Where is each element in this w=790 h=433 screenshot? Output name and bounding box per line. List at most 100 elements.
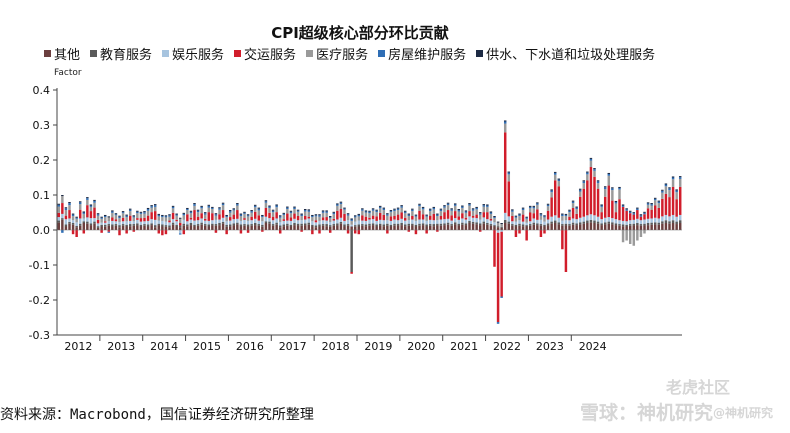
bar-segment bbox=[650, 204, 653, 206]
bar-segment bbox=[564, 213, 568, 215]
bar-segment bbox=[439, 223, 443, 226]
bar-segment bbox=[136, 219, 139, 224]
bar-segment bbox=[61, 195, 64, 197]
bar-segment bbox=[339, 223, 343, 230]
bar-segment bbox=[407, 213, 411, 215]
bar-segment bbox=[157, 216, 161, 221]
bar-segment bbox=[200, 205, 203, 207]
bar-segment bbox=[525, 230, 528, 241]
bar-segment bbox=[632, 213, 636, 215]
bar-segment bbox=[103, 226, 107, 230]
bar-segment bbox=[164, 217, 168, 222]
bar-segment bbox=[589, 222, 593, 230]
bar-segment bbox=[532, 224, 536, 230]
bar-segment bbox=[621, 206, 625, 221]
bar-segment bbox=[668, 187, 671, 189]
bar-segment bbox=[86, 205, 89, 218]
bar-segment bbox=[589, 157, 593, 159]
bar-segment bbox=[214, 213, 218, 215]
bar-segment bbox=[75, 225, 78, 228]
bar-segment bbox=[564, 214, 568, 216]
bar-segment bbox=[482, 204, 486, 206]
bar-segment bbox=[425, 226, 428, 230]
bar-segment bbox=[664, 214, 668, 221]
bar-segment bbox=[132, 215, 136, 217]
bar-segment bbox=[403, 210, 407, 212]
bar-segment bbox=[271, 216, 275, 221]
bar-segment bbox=[57, 203, 61, 205]
bar-segment bbox=[196, 225, 200, 230]
bar-segment bbox=[464, 217, 468, 220]
bar-segment bbox=[489, 218, 493, 221]
bar-segment bbox=[121, 217, 125, 222]
bar-segment bbox=[132, 217, 136, 222]
bar-segment bbox=[218, 207, 221, 209]
bar-segment bbox=[575, 206, 578, 208]
bar-segment bbox=[96, 213, 100, 215]
bar-segment bbox=[486, 224, 489, 230]
bar-segment bbox=[553, 215, 557, 221]
bar-segment bbox=[107, 224, 111, 226]
bar-segment bbox=[328, 217, 332, 219]
bar-segment bbox=[614, 223, 618, 226]
bar-segment bbox=[557, 179, 561, 181]
bar-segment bbox=[203, 212, 207, 214]
bar-segment bbox=[418, 210, 421, 220]
bar-segment bbox=[586, 171, 589, 173]
bar-segment bbox=[243, 212, 246, 214]
bar-segment bbox=[207, 212, 211, 221]
bar-segment bbox=[136, 213, 139, 219]
bar-segment bbox=[539, 213, 543, 215]
bar-segment bbox=[93, 202, 96, 208]
bar-segment bbox=[368, 211, 371, 214]
bar-segment bbox=[518, 216, 521, 221]
bar-segment bbox=[664, 220, 668, 223]
bar-segment bbox=[507, 223, 511, 230]
bar-segment bbox=[625, 209, 628, 211]
bar-segment bbox=[536, 204, 539, 210]
bar-segment bbox=[553, 172, 557, 175]
bar-segment bbox=[400, 218, 403, 223]
bar-segment bbox=[193, 226, 196, 230]
bar-segment bbox=[186, 224, 189, 227]
bar-segment bbox=[164, 215, 168, 217]
bar-segment bbox=[325, 220, 328, 225]
bar-segment bbox=[64, 208, 68, 211]
bar-segment bbox=[203, 224, 207, 226]
bar-segment bbox=[557, 178, 561, 180]
bar-segment bbox=[503, 223, 507, 230]
bar-segment bbox=[675, 224, 678, 230]
bar-segment bbox=[250, 212, 253, 217]
bar-segment bbox=[453, 222, 457, 225]
bar-segment bbox=[571, 222, 575, 225]
bar-segment bbox=[496, 322, 500, 324]
bar-segment bbox=[607, 185, 611, 218]
bar-segment bbox=[603, 187, 607, 190]
bar-segment bbox=[346, 225, 350, 230]
bar-segment bbox=[89, 206, 93, 212]
bar-segment bbox=[321, 217, 325, 221]
bar-segment bbox=[225, 221, 228, 225]
bar-segment bbox=[139, 212, 143, 214]
bar-segment bbox=[200, 213, 203, 219]
bar-segment bbox=[621, 226, 625, 230]
bar-segment bbox=[336, 203, 339, 205]
bar-segment bbox=[61, 196, 64, 204]
bar-segment bbox=[100, 226, 103, 230]
bar-segment bbox=[93, 218, 96, 222]
bar-segment bbox=[468, 203, 471, 205]
bar-segment bbox=[378, 225, 382, 230]
bar-segment bbox=[343, 207, 346, 209]
legend-swatch bbox=[162, 50, 170, 57]
bar-segment bbox=[393, 208, 396, 210]
legend-swatch bbox=[378, 50, 386, 57]
bar-segment bbox=[478, 214, 482, 220]
bar-segment bbox=[646, 204, 650, 209]
bar-segment bbox=[664, 193, 668, 215]
bar-segment bbox=[314, 227, 318, 230]
bar-segment bbox=[364, 210, 368, 212]
bar-segment bbox=[271, 220, 275, 225]
bar-segment bbox=[621, 230, 625, 243]
bar-segment bbox=[614, 203, 618, 213]
bar-segment bbox=[336, 205, 339, 211]
